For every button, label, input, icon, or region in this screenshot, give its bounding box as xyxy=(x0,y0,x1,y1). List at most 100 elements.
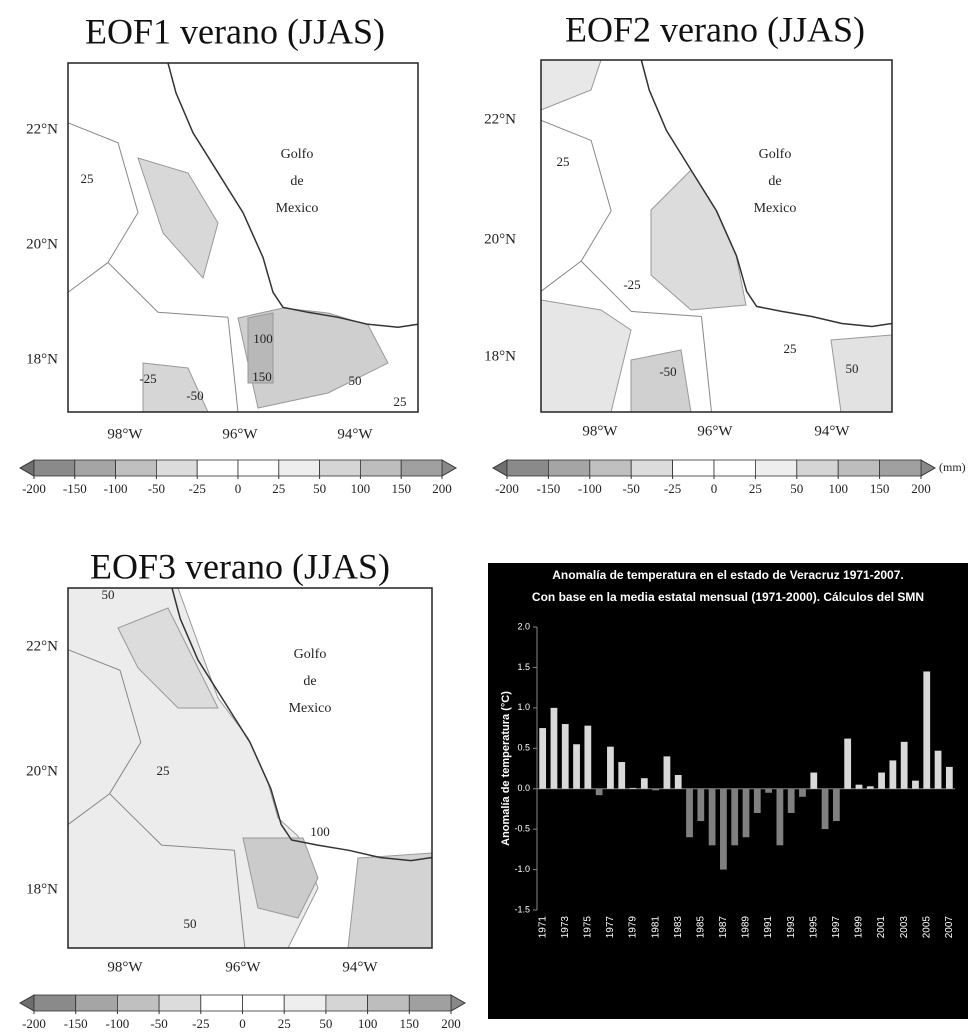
colorbar-box xyxy=(117,994,160,1012)
bar xyxy=(720,788,727,870)
bar xyxy=(550,707,558,789)
colorbar-box xyxy=(548,459,591,477)
lon-label: 96°W xyxy=(222,426,258,442)
sea-label: Golfo xyxy=(759,147,792,162)
colorbar-box xyxy=(74,459,117,477)
y-tick-label: 1.0 xyxy=(517,702,530,712)
anomaly-shade xyxy=(347,852,433,949)
chart-title: Con base en la media estatal mensual (19… xyxy=(532,590,924,604)
y-tick-label: -1.0 xyxy=(514,864,530,874)
colorbar-box xyxy=(237,459,280,477)
bar xyxy=(640,778,648,789)
contour-label: 50 xyxy=(184,916,197,931)
colorbar-box xyxy=(589,459,632,477)
lat-label: 18°N xyxy=(26,351,58,367)
contour-label: 50 xyxy=(102,587,115,602)
colorbar-box xyxy=(325,994,368,1012)
colorbar-box xyxy=(33,994,77,1012)
colorbar-tick-label: 50 xyxy=(319,1016,332,1031)
contour-label: 25 xyxy=(81,171,94,186)
bar xyxy=(945,766,953,789)
lat-label: 18°N xyxy=(484,348,516,364)
contour-label: -50 xyxy=(659,364,676,379)
coastline xyxy=(171,587,433,862)
contour-label: 25 xyxy=(784,341,797,356)
contour-label: 150 xyxy=(252,369,272,384)
anomaly-shade xyxy=(242,837,319,919)
lon-label: 98°W xyxy=(582,423,618,439)
lat-label: 18°N xyxy=(26,881,58,897)
x-tick-label: 1981 xyxy=(650,916,661,939)
bar xyxy=(889,760,897,789)
colorbar-tick-label: 0 xyxy=(239,1016,246,1031)
colorbar-box xyxy=(408,994,452,1012)
coastline xyxy=(640,59,893,328)
x-tick-label: 1975 xyxy=(582,916,593,939)
colorbar-box xyxy=(33,459,76,477)
lon-label: 94°W xyxy=(337,426,373,442)
bar xyxy=(573,744,580,789)
anomaly-shade xyxy=(247,312,274,384)
sea-label: Mexico xyxy=(289,701,332,716)
map-title: EOF3 verano (JJAS) xyxy=(90,546,390,586)
colorbar-tick-label: 200 xyxy=(911,481,931,496)
chart-background xyxy=(488,563,968,1019)
map-frame xyxy=(67,62,419,413)
x-tick-label: 1979 xyxy=(628,916,639,939)
colorbar-end xyxy=(450,994,467,1012)
colorbar-box xyxy=(367,994,410,1012)
colorbar-box xyxy=(630,459,674,477)
sea-label: Golfo xyxy=(281,147,314,162)
sea-label: de xyxy=(303,674,316,689)
bar xyxy=(832,788,840,822)
colorbar-tick-label: 200 xyxy=(441,1016,461,1031)
contour-label: -25 xyxy=(139,371,156,386)
contour-label: -50 xyxy=(186,388,203,403)
colorbar-tick-label: 0 xyxy=(235,481,242,496)
contour-label: 25 xyxy=(157,763,170,778)
contour-label: 25 xyxy=(394,394,407,409)
colorbar-box xyxy=(75,994,118,1012)
contour-label: 50 xyxy=(349,373,362,388)
map-title: EOF2 verano (JJAS) xyxy=(565,9,865,49)
bar xyxy=(629,787,637,789)
colorbar-tick-label: 150 xyxy=(400,1016,420,1031)
bar xyxy=(821,788,829,830)
x-tick-label: 2007 xyxy=(944,916,955,939)
bar xyxy=(652,788,660,791)
bar xyxy=(900,741,908,789)
bar xyxy=(776,788,784,846)
colorbar-tick-label: 100 xyxy=(351,481,371,496)
x-tick-label: 1989 xyxy=(741,916,752,939)
sea-label: de xyxy=(768,174,781,189)
sea-label: Mexico xyxy=(276,201,319,216)
colorbar-box xyxy=(755,459,798,477)
bar xyxy=(539,728,547,789)
colorbar-tick-label: 50 xyxy=(790,481,803,496)
contour-label: 50 xyxy=(846,361,859,376)
x-tick-label: 2003 xyxy=(899,916,910,939)
anomaly-shade xyxy=(117,607,219,709)
colorbar-end xyxy=(18,994,35,1012)
bar xyxy=(584,725,592,789)
colorbar-box xyxy=(672,459,715,477)
y-tick-label: -1.5 xyxy=(514,904,530,914)
lat-label: 22°N xyxy=(484,111,516,127)
colorbar-box xyxy=(879,459,922,477)
colorbar-tick-label: -25 xyxy=(664,481,681,496)
x-tick-label: 1985 xyxy=(695,916,706,939)
colorbar-tick-label: 150 xyxy=(391,481,411,496)
bar xyxy=(595,788,603,796)
sea-label: Mexico xyxy=(754,201,797,216)
map: Golfo de Mexico 25 -25 25 -50 50 xyxy=(540,59,893,413)
y-tick-label: 1.5 xyxy=(517,662,530,672)
bar xyxy=(844,738,852,789)
lon-label: 96°W xyxy=(697,423,733,439)
bar xyxy=(753,788,761,813)
x-tick-label: 1971 xyxy=(537,916,548,939)
bar xyxy=(934,750,942,789)
x-tick-label: 1993 xyxy=(786,916,797,939)
anomaly-shade xyxy=(630,349,692,413)
chart-title: Anomalía de temperatura en el estado de … xyxy=(552,568,904,582)
colorbar-box xyxy=(359,459,402,477)
